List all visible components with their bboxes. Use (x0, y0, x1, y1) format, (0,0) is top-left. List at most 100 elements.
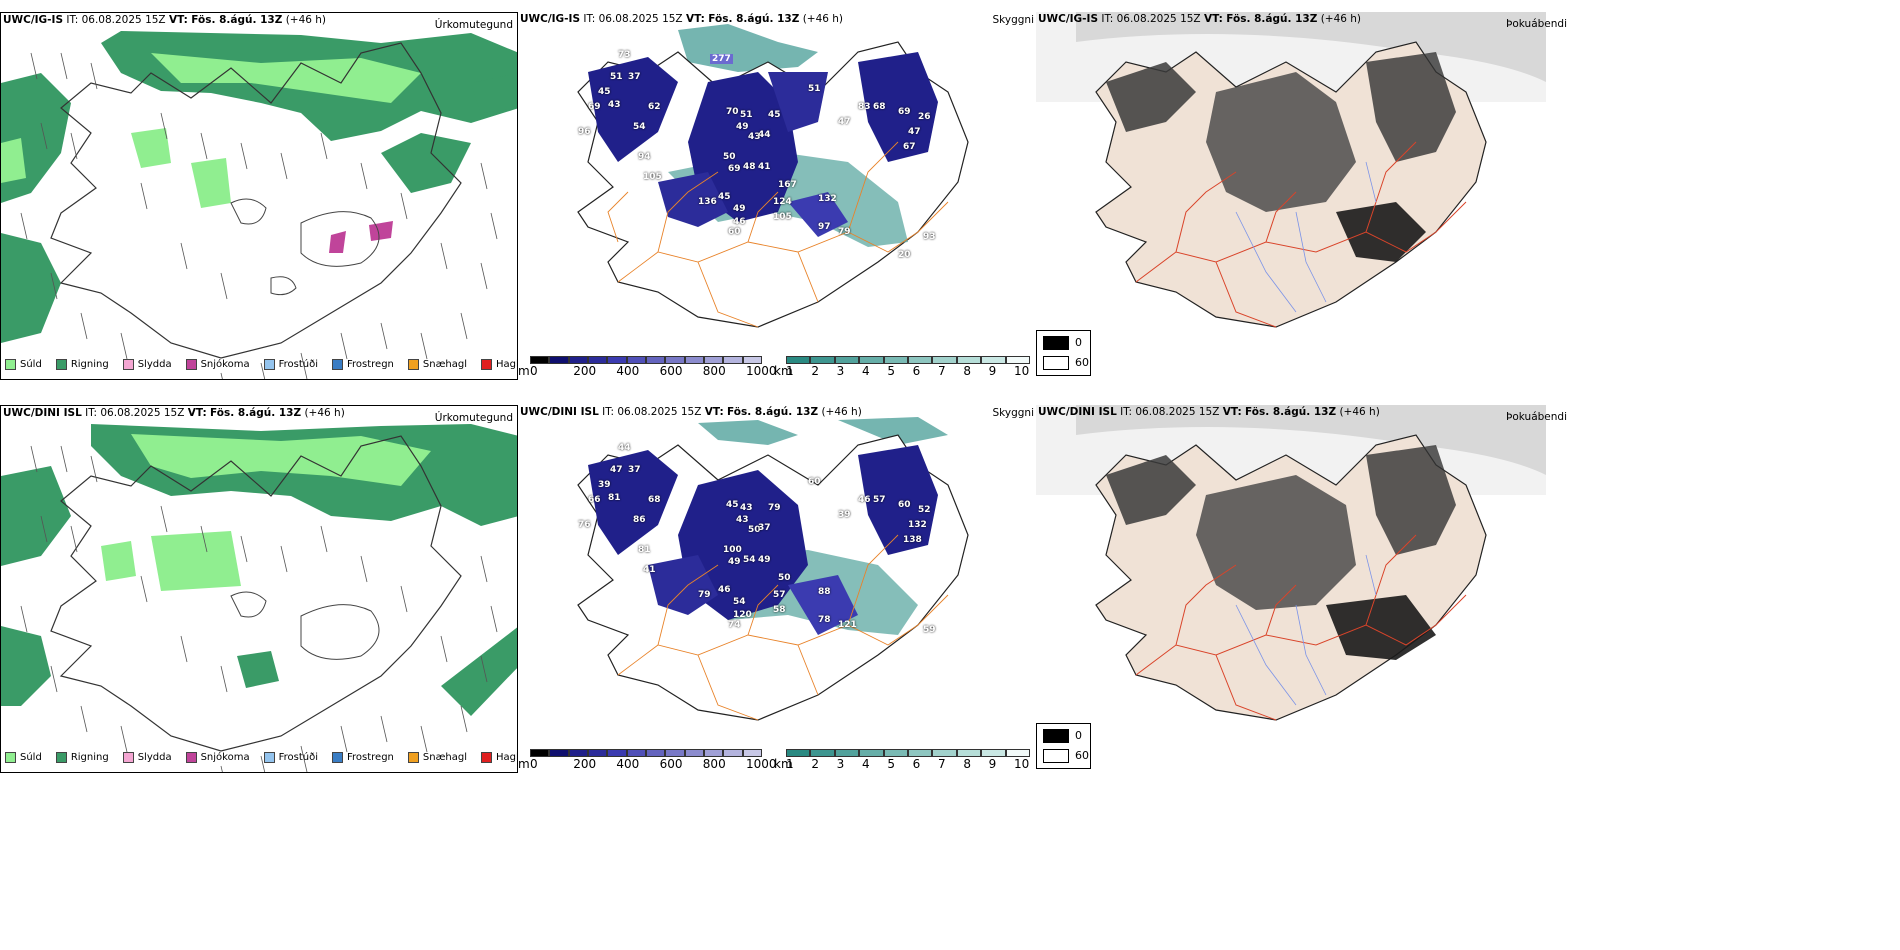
colorbar-tick: 8 (963, 757, 971, 771)
glacier-outline (230, 198, 267, 225)
ceiling-value: 78 (818, 615, 831, 625)
panel-title: Skyggni (992, 14, 1035, 26)
colorbar-tick: 6 (912, 364, 921, 378)
legend-item-frostúði: Frostúði (263, 358, 318, 370)
colorbar-step (810, 356, 835, 364)
legend-label: Haglél (496, 358, 517, 370)
ceiling-value: 79 (838, 227, 851, 237)
colorbar-step (684, 356, 704, 364)
colorbar-tick: 4 (862, 757, 870, 771)
fog-legend-60: 60 (1075, 356, 1089, 369)
precip-legend: Súld Rigning Slydda Snjókoma Frostúði Frostre… (5, 748, 517, 766)
it-label: IT: (66, 14, 79, 26)
vt-value: Fös. 8.ágú. 13Z (727, 406, 819, 418)
ceiling-value: 59 (923, 625, 936, 635)
iceland-coastline (50, 435, 462, 752)
ceiling-area (648, 555, 718, 615)
colorbar-tick: 1 (786, 757, 794, 771)
ceiling-value: 43 (608, 100, 621, 110)
colorbar-tick: 3 (836, 364, 845, 378)
colorbar-tick: 9 (988, 364, 997, 378)
colorbar-step (786, 356, 811, 364)
wind-barbs (20, 445, 498, 772)
ceiling-value: 41 (643, 565, 656, 575)
lead-time: (+46 h) (304, 407, 345, 419)
road-network (607, 141, 949, 328)
ceiling-value: 37 (628, 465, 641, 475)
ceiling-value: 167 (778, 180, 797, 190)
legend-item-snæhagl: Snæhagl (407, 751, 467, 763)
ceiling-value: 45 (768, 110, 781, 120)
colorbar-tick: 3 (836, 757, 845, 771)
ceiling-area (588, 57, 678, 162)
fog-gradient (1076, 12, 1546, 82)
drizzle-area (101, 541, 136, 581)
precip-map-row1 (1, 31, 517, 379)
legend-item-haglél: Haglél (481, 751, 517, 763)
ceiling-value: 66 (588, 495, 601, 505)
it-value: 06.08.2025 15Z (81, 14, 166, 26)
river-network (1235, 161, 1377, 313)
ceiling-value: 124 (773, 197, 792, 207)
panel-title: Skyggni (992, 407, 1035, 419)
legend-label: Snjókoma (200, 358, 250, 370)
colorbar-step (932, 749, 957, 757)
ceiling-area (768, 72, 828, 132)
ceiling-value: 132 (818, 194, 837, 204)
colorbar-step (810, 749, 835, 757)
legend-item-súld: Súld (5, 751, 42, 763)
legend-swatch (5, 751, 16, 763)
colorbar-step (665, 356, 685, 364)
legend-label: Frostregn (347, 358, 394, 370)
ceiling-value: 37 (758, 523, 771, 533)
vt-label: VT: (168, 14, 188, 26)
ceiling-value: 37 (628, 72, 641, 82)
drizzle-area (151, 531, 241, 591)
colorbar-step (908, 356, 933, 364)
legend-swatch (407, 751, 419, 763)
ceiling-value: 26 (918, 112, 931, 122)
ceiling-value: 93 (923, 232, 936, 242)
legend-label: Rigning (70, 751, 109, 763)
ceiling-value: 49 (728, 557, 741, 567)
snow-area (329, 231, 346, 253)
it-label: IT: (583, 13, 596, 25)
it-value: 06.08.2025 15Z (598, 13, 683, 25)
ceiling-value: 60 (728, 227, 741, 237)
model-name: UWC/IG-IS (1038, 13, 1099, 25)
legend-swatch (407, 358, 419, 370)
vt-label: VT: (1222, 406, 1242, 418)
wind-barbs (20, 52, 498, 379)
ceiling-value: 83 (858, 102, 871, 112)
drizzle-area (1, 138, 26, 183)
legend-swatch (55, 358, 67, 370)
ceiling-value: 58 (773, 605, 786, 615)
ceiling-value: 46 (718, 585, 731, 595)
fog-panel-row1: 0 60 UWC/IG-IS IT: 06.08.2025 15Z VT: Fö… (1036, 12, 1900, 380)
ceiling-value: 49 (736, 122, 749, 132)
rain-area (471, 73, 517, 113)
legend-swatch (122, 751, 134, 763)
ceiling-value: 105 (773, 212, 792, 222)
ceiling-value: 76 (578, 520, 591, 530)
lead-time: (+46 h) (1339, 406, 1380, 418)
legend-swatch (122, 358, 134, 370)
colorbar-step (883, 356, 908, 364)
it-label: IT: (1101, 13, 1114, 25)
model-name: UWC/DINI ISL (1038, 406, 1117, 418)
fog-gradient (1076, 405, 1546, 475)
ceiling-value: 52 (918, 505, 931, 515)
legend-label: Frostregn (347, 751, 394, 763)
vt-value: Fös. 8.ágú. 13Z (708, 13, 800, 25)
ceiling-value: 79 (698, 590, 711, 600)
ceiling-value: 97 (818, 222, 831, 232)
ceiling-value: 46 (858, 495, 871, 505)
drizzle-area (151, 53, 421, 103)
ceiling-value: 43 (740, 503, 753, 513)
precip-legend: Súld Rigning Slydda Snjókoma Frostúði Frostre… (5, 355, 517, 373)
ceiling-value: 51 (808, 84, 821, 94)
model-name: UWC/IG-IS (520, 13, 581, 25)
rain-area (1, 233, 61, 343)
colorbar-step (646, 749, 666, 757)
it-value: 06.08.2025 15Z (1135, 406, 1220, 418)
